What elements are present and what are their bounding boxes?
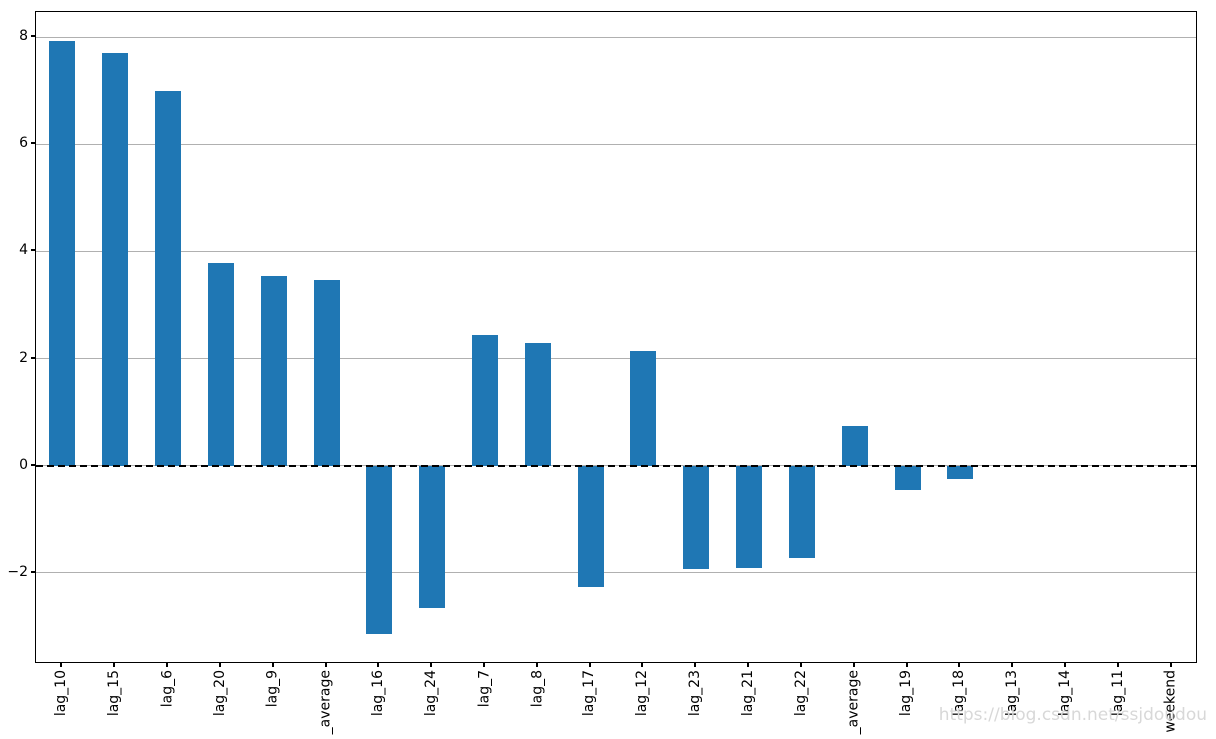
zero-dashed-line bbox=[36, 464, 1196, 467]
bar-lag_15 bbox=[102, 53, 129, 466]
y-tick-mark bbox=[31, 570, 35, 573]
x-tick-label: _average bbox=[845, 670, 862, 735]
x-tick-label: lag_19 bbox=[898, 670, 915, 717]
x-tick-label: lag_16 bbox=[370, 670, 387, 717]
gridline bbox=[36, 572, 1196, 574]
x-tick-mark bbox=[694, 663, 697, 667]
x-tick-mark bbox=[1011, 663, 1014, 667]
x-tick-mark bbox=[430, 663, 433, 667]
bar-lag_19 bbox=[894, 465, 921, 490]
x-tick-label: lag_15 bbox=[106, 670, 123, 717]
gridline bbox=[36, 250, 1196, 252]
bar-_average bbox=[841, 425, 868, 466]
x-tick-label: lag_17 bbox=[581, 670, 598, 717]
x-tick-mark bbox=[588, 663, 591, 667]
x-tick-mark bbox=[271, 663, 274, 667]
bar-lag_6 bbox=[155, 90, 182, 466]
bar-lag_18 bbox=[947, 465, 974, 480]
x-tick-mark bbox=[482, 663, 485, 667]
bar-lag_20 bbox=[207, 263, 234, 466]
gridline bbox=[36, 358, 1196, 360]
x-tick-label: lag_20 bbox=[211, 670, 228, 717]
x-tick-mark bbox=[166, 663, 169, 667]
y-tick-label: 2 bbox=[19, 349, 28, 366]
bar-lag_17 bbox=[577, 465, 604, 588]
y-tick-mark bbox=[31, 35, 35, 38]
x-tick-mark bbox=[641, 663, 644, 667]
bar-lag_21 bbox=[736, 465, 763, 568]
x-tick-mark bbox=[377, 663, 380, 667]
bar-_average bbox=[313, 279, 340, 466]
x-tick-label: lag_21 bbox=[740, 670, 757, 717]
x-tick-mark bbox=[113, 663, 116, 667]
bar-lag_24 bbox=[419, 465, 446, 609]
watermark: https://blog.csdn.net/ssjdoudou bbox=[938, 705, 1207, 725]
plot-area bbox=[35, 11, 1197, 663]
gridline bbox=[36, 143, 1196, 145]
x-tick-mark bbox=[60, 663, 63, 667]
x-tick-label: lag_7 bbox=[475, 670, 492, 708]
bar-lag_10 bbox=[49, 40, 76, 466]
x-tick-label: lag_24 bbox=[423, 670, 440, 717]
x-tick-mark bbox=[218, 663, 221, 667]
bar-lag_22 bbox=[788, 465, 815, 558]
x-tick-mark bbox=[852, 663, 855, 667]
bar-lag_23 bbox=[683, 465, 710, 570]
bar-lag_12 bbox=[630, 351, 657, 466]
y-tick-label: 6 bbox=[19, 135, 28, 152]
x-tick-mark bbox=[324, 663, 327, 667]
x-tick-mark bbox=[1063, 663, 1066, 667]
x-tick-mark bbox=[1116, 663, 1119, 667]
x-tick-label: lag_22 bbox=[792, 670, 809, 717]
bar-lag_7 bbox=[471, 335, 498, 466]
y-tick-mark bbox=[31, 249, 35, 252]
x-tick-label: lag_10 bbox=[53, 670, 70, 717]
x-tick-mark bbox=[958, 663, 961, 667]
y-tick-label: 8 bbox=[19, 28, 28, 45]
bar-lag_9 bbox=[260, 275, 287, 466]
y-tick-mark bbox=[31, 142, 35, 145]
x-tick-mark bbox=[747, 663, 750, 667]
y-tick-mark bbox=[31, 463, 35, 466]
x-tick-label: lag_12 bbox=[634, 670, 651, 717]
bar-lag_16 bbox=[366, 465, 393, 634]
x-tick-label: lag_9 bbox=[264, 670, 281, 708]
y-tick-mark bbox=[31, 356, 35, 359]
y-tick-label: −2 bbox=[7, 563, 28, 580]
x-tick-label: _average bbox=[317, 670, 334, 735]
x-tick-mark bbox=[1169, 663, 1172, 667]
x-tick-mark bbox=[905, 663, 908, 667]
gridline bbox=[36, 36, 1196, 38]
y-tick-label: 4 bbox=[19, 242, 28, 259]
x-tick-mark bbox=[535, 663, 538, 667]
x-tick-label: lag_8 bbox=[528, 670, 545, 708]
x-tick-label: lag_6 bbox=[159, 670, 176, 708]
x-tick-mark bbox=[799, 663, 802, 667]
y-tick-label: 0 bbox=[19, 456, 28, 473]
x-tick-label: lag_23 bbox=[687, 670, 704, 717]
bar-lag_8 bbox=[524, 342, 551, 466]
